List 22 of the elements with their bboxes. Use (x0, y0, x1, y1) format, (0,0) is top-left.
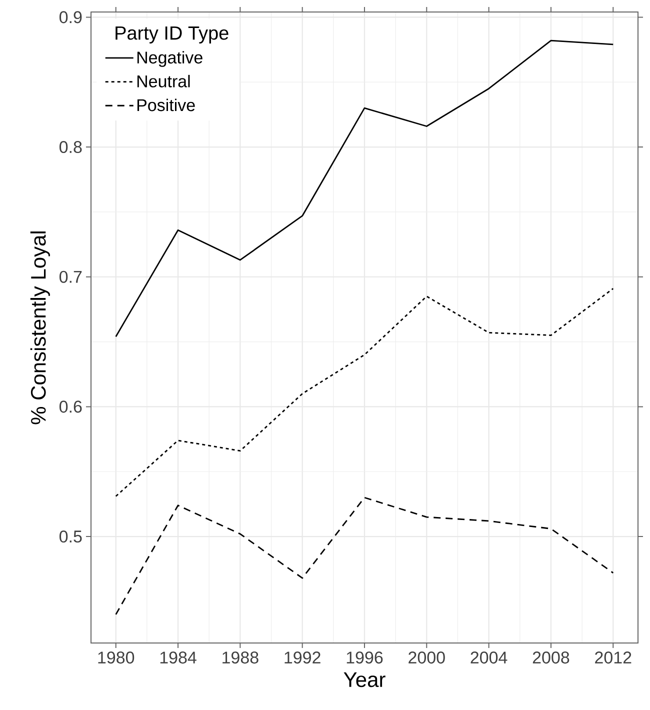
x-tick-label: 1988 (222, 652, 258, 664)
legend-label: Negative (137, 51, 202, 67)
legend-title: Party ID Type (116, 26, 228, 44)
x-tick-label: 1992 (284, 652, 320, 664)
y-tick-label: 0.8 (59, 141, 82, 154)
y-axis-title: % Consistently Loyal (30, 231, 50, 424)
line-series (115, 288, 614, 497)
x-tick-label: 1984 (160, 652, 196, 664)
x-tick-label: 2004 (470, 652, 508, 664)
x-tick-label: 1980 (98, 652, 134, 664)
legend-label: Neutral (137, 74, 190, 88)
y-tick-label: 0.9 (59, 11, 82, 24)
legend-label: Positive (137, 98, 195, 112)
x-tick-label: 2008 (532, 652, 570, 664)
y-tick-label: 0.5 (59, 530, 82, 543)
line-series (115, 496, 614, 616)
y-tick-label: 0.6 (59, 400, 82, 413)
x-tick-label: 1996 (346, 652, 383, 664)
x-tick-label: 2012 (595, 652, 632, 664)
x-axis-title: Year (344, 672, 386, 688)
x-tick-label: 2000 (408, 652, 445, 664)
y-tick-label: 0.7 (59, 270, 82, 283)
